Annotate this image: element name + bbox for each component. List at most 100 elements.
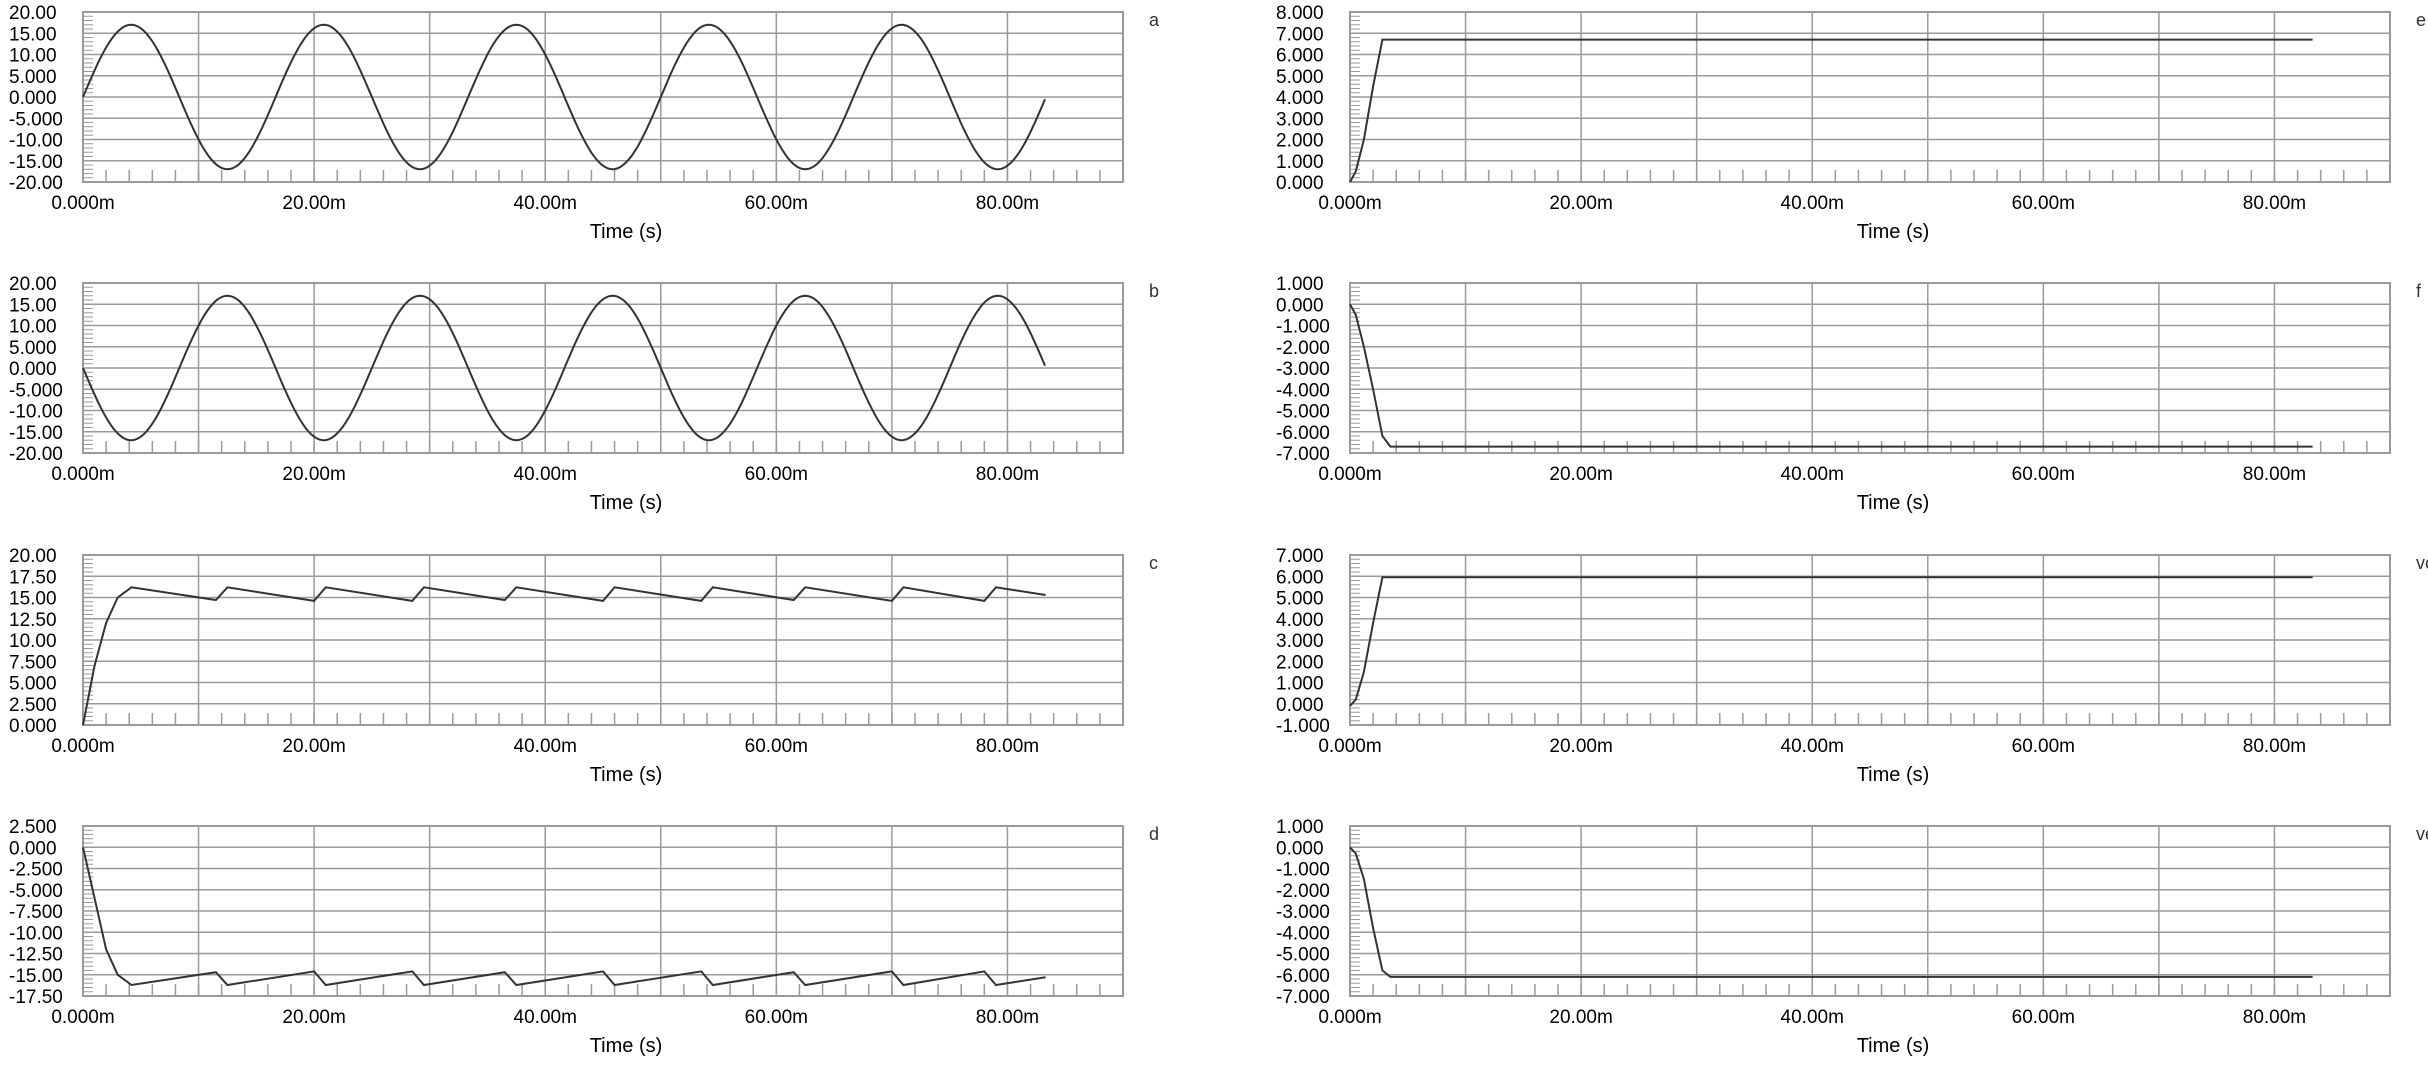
x-tick-label: 0.000m [1318, 736, 1381, 757]
series-line [82, 586, 1046, 726]
y-tick-label: 1.000 [1276, 817, 1324, 838]
y-tick-label: 12.50 [9, 610, 57, 631]
x-tick-label: 40.00m [1781, 464, 1844, 485]
y-tick-label: 0.000 [9, 359, 57, 380]
x-axis-label: Time (s) [1857, 221, 1930, 243]
x-tick-label: 60.00m [745, 193, 808, 214]
y-tick-label: 17.50 [9, 567, 57, 588]
y-tick-label: 2.000 [1276, 131, 1324, 152]
y-tick-label: -7.000 [1276, 444, 1330, 465]
x-tick-label: 60.00m [745, 464, 808, 485]
y-tick-label: 5.000 [9, 674, 57, 695]
y-tick-label: -10.00 [9, 131, 63, 152]
x-tick-label: 80.00m [2243, 1007, 2306, 1028]
x-tick-label: 20.00m [282, 193, 345, 214]
y-tick-label: 7.500 [9, 652, 57, 673]
plot-name: c [1149, 553, 1158, 573]
y-tick-label: 7.000 [1276, 546, 1324, 567]
series-line [82, 294, 1046, 442]
y-tick-label: -10.00 [9, 923, 63, 944]
y-tick-label: -5.000 [9, 881, 63, 902]
y-tick-label: 20.00 [9, 546, 57, 567]
y-tick-label: -1.000 [1276, 317, 1330, 338]
plot-name: d [1149, 824, 1159, 844]
series-line [1349, 576, 2313, 707]
y-tick-label: 15.00 [9, 24, 57, 45]
plot-d: 2.5000.000-2.500-5.000-7.500-10.00-12.50… [9, 817, 1159, 1057]
y-tick-label: 0.000 [1276, 695, 1324, 716]
x-tick-label: 40.00m [514, 736, 577, 757]
y-tick-label: -4.000 [1276, 380, 1330, 401]
x-tick-label: 60.00m [2012, 193, 2075, 214]
y-tick-label: 5.000 [9, 67, 57, 88]
x-tick-label: 20.00m [1549, 464, 1612, 485]
y-tick-label: -6.000 [1276, 966, 1330, 987]
x-axis-label: Time (s) [590, 221, 663, 243]
plot-frame [82, 554, 1124, 726]
plot-frame [82, 825, 1124, 997]
x-tick-label: 0.000m [51, 193, 114, 214]
x-tick-label: 0.000m [1318, 1007, 1381, 1028]
x-axis-label: Time (s) [1857, 1035, 1930, 1057]
y-tick-label: -5.000 [1276, 945, 1330, 966]
x-axis-label: Time (s) [590, 492, 663, 514]
y-tick-label: 1.000 [1276, 674, 1324, 695]
x-tick-label: 0.000m [1318, 464, 1381, 485]
y-tick-label: 20.00 [9, 274, 57, 295]
series-line [1349, 38, 2313, 183]
y-tick-label: -3.000 [1276, 902, 1330, 923]
y-tick-label: 0.000 [1276, 173, 1324, 194]
plot-c: 20.0017.5015.0012.5010.007.5005.0002.500… [9, 546, 1158, 786]
y-tick-label: 15.00 [9, 295, 57, 316]
plot-name: e [2416, 10, 2426, 30]
x-tick-label: 20.00m [1549, 1007, 1612, 1028]
x-tick-label: 0.000m [1318, 193, 1381, 214]
x-axis-label: Time (s) [590, 1035, 663, 1057]
y-tick-label: -1.000 [1276, 860, 1330, 881]
y-tick-label: 10.00 [9, 46, 57, 67]
y-tick-label: -1.000 [1276, 716, 1330, 737]
x-axis-label: Time (s) [1857, 764, 1930, 786]
plot-name: b [1149, 281, 1159, 301]
plot-b: 20.0015.0010.005.0000.000-5.000-10.00-15… [9, 274, 1159, 514]
x-axis-label: Time (s) [590, 764, 663, 786]
y-tick-label: 1.000 [1276, 274, 1324, 295]
plot-f: 1.0000.000-1.000-2.000-3.000-4.000-5.000… [1276, 274, 2422, 514]
y-tick-label: 5.000 [1276, 589, 1324, 610]
y-tick-label: 2.500 [9, 695, 57, 716]
series-line [82, 847, 1046, 987]
y-tick-label: -2.000 [1276, 881, 1330, 902]
y-tick-label: 3.000 [1276, 631, 1324, 652]
y-tick-label: -15.00 [9, 966, 63, 987]
plot-vcc: 7.0006.0005.0004.0003.0002.0001.0000.000… [1276, 546, 2428, 786]
x-tick-label: 40.00m [1781, 1007, 1844, 1028]
x-tick-label: 20.00m [282, 464, 345, 485]
y-tick-label: -4.000 [1276, 923, 1330, 944]
y-tick-label: -6.000 [1276, 423, 1330, 444]
y-tick-label: -5.000 [9, 109, 63, 130]
y-tick-label: 0.000 [9, 88, 57, 109]
plot-frame [1349, 554, 2391, 726]
x-tick-label: 40.00m [514, 1007, 577, 1028]
y-tick-label: 8.000 [1276, 3, 1324, 24]
x-tick-label: 80.00m [976, 736, 1039, 757]
y-tick-label: 10.00 [9, 317, 57, 338]
x-tick-label: 40.00m [514, 193, 577, 214]
y-tick-label: 6.000 [1276, 567, 1324, 588]
y-tick-label: -2.000 [1276, 338, 1330, 359]
x-tick-label: 40.00m [514, 464, 577, 485]
x-tick-label: 60.00m [2012, 1007, 2075, 1028]
series-line [82, 23, 1046, 171]
y-tick-label: -5.000 [1276, 402, 1330, 423]
plot-name: a [1149, 10, 1160, 30]
x-axis-label: Time (s) [1857, 492, 1930, 514]
plot-frame [1349, 825, 2391, 997]
plot-vee: 1.0000.000-1.000-2.000-3.000-4.000-5.000… [1276, 817, 2428, 1057]
y-tick-label: -15.00 [9, 152, 63, 173]
x-tick-label: 60.00m [745, 736, 808, 757]
plot-name: f [2416, 281, 2422, 301]
y-tick-label: 20.00 [9, 3, 57, 24]
x-tick-label: 0.000m [51, 464, 114, 485]
plot-name: vcc [2416, 553, 2428, 573]
y-tick-label: -5.000 [9, 380, 63, 401]
